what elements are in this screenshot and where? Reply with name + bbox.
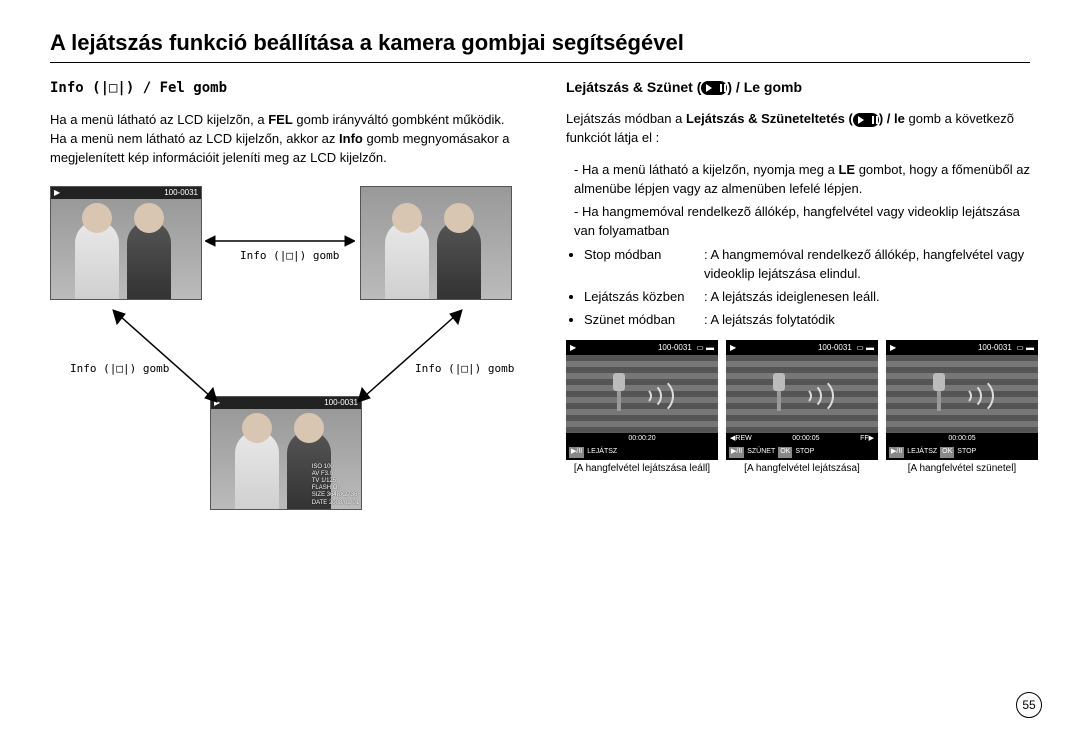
- screenshot-bottom: ▶100-0031 ISO 100 AV F3.0 TV 1/125 FLASH…: [210, 396, 362, 510]
- screenshot-top-left: ▶ 100-0031: [50, 186, 202, 300]
- mode-label: Szünet módban: [584, 311, 704, 330]
- mode-item: Lejátszás közben: A lejátszás ideiglenes…: [584, 288, 1038, 307]
- play-pause-icon: [853, 113, 879, 127]
- counter: 100-0031: [164, 187, 198, 199]
- right-bullet-2: - Ha hangmemóval rendelkezõ állókép, han…: [574, 203, 1038, 241]
- lcd-row: ▶100-0031 ▭ ▬00:00:20▶/II LEJÁTSZ[A hang…: [566, 340, 1038, 476]
- right-para-1: Lejátszás módban a Lejátszás & Szünetelt…: [566, 110, 1038, 148]
- screenshot-top-right: [360, 186, 512, 300]
- play-pause-icon: [701, 81, 727, 95]
- right-bullet-1: - Ha a menü látható a kijelzőn, nyomja m…: [574, 161, 1038, 199]
- divider: [50, 62, 1030, 63]
- lcd-screenshot: ▶100-0031 ▭ ▬◀REW00:00:05FF▶▶/II SZÜNET …: [726, 340, 878, 476]
- mode-label: Lejátszás közben: [584, 288, 704, 307]
- mode-desc: : A lejátszás folytatódik: [704, 311, 835, 330]
- mode-label: Stop módban: [584, 246, 704, 284]
- arrow-label-br: Info (|□|) gomb: [415, 361, 514, 377]
- lcd-caption: [A hangfelvétel lejátszása]: [726, 462, 878, 477]
- arrow-label-bl: Info (|□|) gomb: [70, 361, 169, 377]
- info-cycle-diagram: ▶ 100-0031 ▶ 100-0031: [50, 186, 530, 576]
- osd-info: ISO 100 AV F3.0 TV 1/125 FLASH On SIZE 3…: [312, 464, 359, 507]
- mode-item: Stop módban: A hangmemóval rendelkező ál…: [584, 246, 1038, 284]
- two-column-layout: Info (|□|) / Fel gomb Ha a menü látható …: [50, 77, 1030, 576]
- mode-item: Szünet módban: A lejátszás folytatódik: [584, 311, 1038, 330]
- page-title: A lejátszás funkció beállítása a kamera …: [50, 30, 1030, 56]
- right-column: Lejátszás & Szünet () / Le gomb Lejátszá…: [566, 77, 1038, 576]
- page-number: 55: [1016, 692, 1042, 718]
- mode-list: Stop módban: A hangmemóval rendelkező ál…: [584, 246, 1038, 329]
- mode-desc: : A lejátszás ideiglenesen leáll.: [704, 288, 880, 307]
- lcd-screenshot: ▶100-0031 ▭ ▬00:00:20▶/II LEJÁTSZ[A hang…: [566, 340, 718, 476]
- lcd-screenshot: ▶100-0031 ▭ ▬00:00:05▶/II LEJÁTSZ OK STO…: [886, 340, 1038, 476]
- lcd-caption: [A hangfelvétel szünetel]: [886, 462, 1038, 477]
- right-heading: Lejátszás & Szünet () / Le gomb: [566, 77, 1038, 97]
- left-para-1: Ha a menü látható az LCD kijelzõn, a FEL…: [50, 111, 530, 168]
- lcd-caption: [A hangfelvétel lejátszása leáll]: [566, 462, 718, 477]
- left-heading: Info (|□|) / Fel gomb: [50, 77, 530, 98]
- mode-desc: : A hangmemóval rendelkező állókép, hang…: [704, 246, 1038, 284]
- left-column: Info (|□|) / Fel gomb Ha a menü látható …: [50, 77, 530, 576]
- arrow-bl: [105, 306, 225, 406]
- playback-icon: ▶: [54, 187, 60, 199]
- arrow-label-top: Info (|□|) gomb: [240, 248, 339, 264]
- arrow-br: [350, 306, 470, 406]
